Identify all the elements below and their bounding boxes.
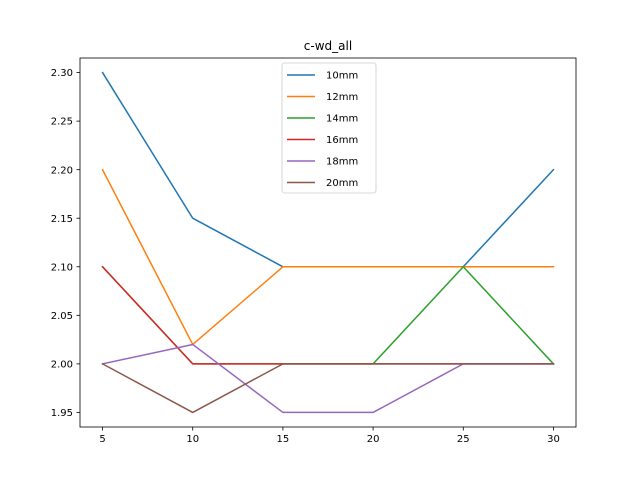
y-axis: 1.95 2.00 2.05 2.10 2.15 2.20 2.25 2.30: [51, 68, 80, 419]
x-axis: 5 10 15 20 25 30: [99, 427, 560, 445]
y-tick-label: 2.25: [51, 117, 73, 128]
y-tick-label: 2.30: [51, 68, 73, 79]
y-tick-label: 2.20: [51, 165, 73, 176]
legend: 10mm 12mm 14mm 16mm 18mm 20mm: [281, 62, 377, 194]
legend-box: [281, 62, 377, 194]
x-tick-label: 5: [99, 434, 105, 445]
legend-label-3: 16mm: [326, 135, 358, 146]
legend-label-2: 14mm: [326, 114, 358, 125]
y-tick-label: 2.00: [51, 359, 73, 370]
series-line-1: [101, 168, 555, 346]
series-layer: [101, 71, 555, 414]
x-tick-label: 10: [186, 434, 199, 445]
y-tick-label: 2.15: [51, 214, 73, 225]
x-tick-label: 20: [367, 434, 380, 445]
x-tick-label: 25: [457, 434, 470, 445]
y-tick-label: 2.05: [51, 311, 73, 322]
y-tick-label: 1.95: [51, 408, 73, 419]
legend-label-4: 18mm: [326, 157, 358, 168]
chart-title: c-wd_all: [304, 39, 352, 53]
axes-frame: [79, 57, 577, 428]
legend-label-1: 12mm: [326, 92, 358, 103]
x-tick-label: 30: [547, 434, 560, 445]
series-line-5: [101, 362, 555, 414]
legend-label-5: 20mm: [326, 178, 358, 189]
legend-label-0: 10mm: [326, 71, 358, 82]
x-tick-label: 15: [277, 434, 290, 445]
y-tick-label: 2.10: [51, 262, 73, 273]
